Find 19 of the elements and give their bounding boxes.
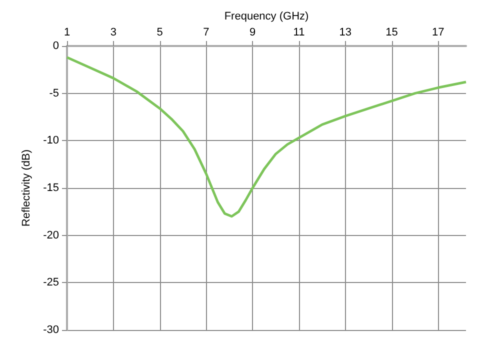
line-series (66, 56, 468, 218)
x-axis-title: Frequency (GHz) (224, 10, 309, 23)
x-tick-label: 9 (250, 26, 256, 38)
x-tick-label: 13 (339, 26, 352, 38)
y-tick-label: -10 (43, 134, 59, 147)
x-tick-label: 11 (293, 26, 305, 38)
y-axis-title: Reflectivity (dB) (20, 149, 33, 227)
x-tick-label: 1 (64, 26, 70, 38)
x-tick-label: 15 (386, 26, 398, 38)
y-tick-label: -20 (43, 229, 59, 242)
y-tick-label: -30 (43, 324, 59, 336)
y-tick-label: -5 (49, 87, 59, 100)
x-tick-label: 7 (203, 26, 210, 38)
y-tick-label: 0 (52, 40, 59, 52)
y-tick-label: -25 (43, 276, 59, 289)
x-tick-label: 17 (432, 26, 444, 38)
y-tick-label: -15 (43, 182, 59, 194)
x-tick-label: 3 (110, 26, 116, 38)
x-tick-label: 5 (156, 26, 163, 38)
